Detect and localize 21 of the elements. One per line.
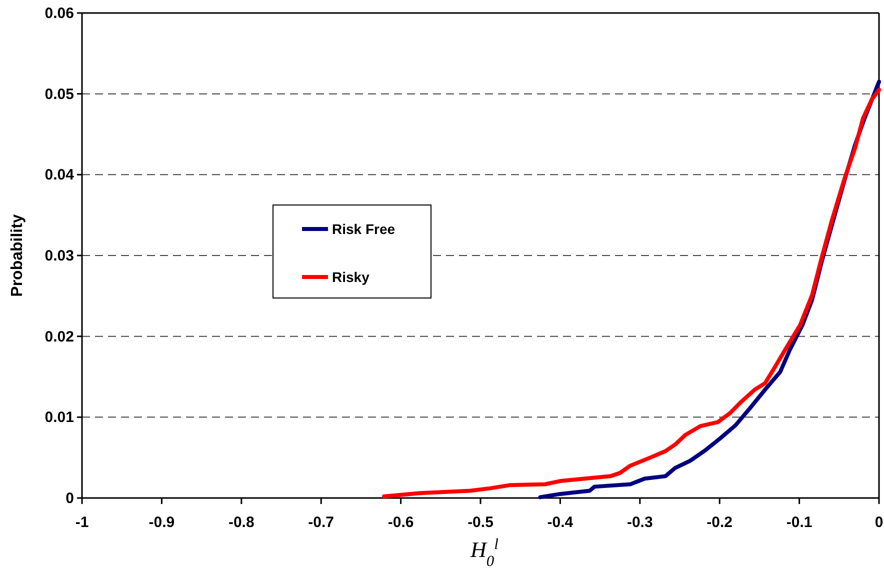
x-tick-label: -0.8: [228, 514, 254, 531]
x-tick-label: -0.1: [786, 514, 812, 531]
legend-label: Risky: [332, 269, 370, 285]
y-tick-label: 0.04: [44, 166, 75, 184]
y-tick-label: 0.03: [44, 248, 74, 264]
x-tick-label: 0: [874, 514, 884, 531]
y-tick-label: 0.01: [44, 409, 74, 426]
x-tick-label: -1: [75, 514, 89, 531]
y-tick-label: 0: [66, 490, 74, 507]
x-tick-label: -0.7: [308, 514, 334, 531]
x-tick-label: -0.9: [148, 514, 175, 531]
y-tick-label: 0.05: [44, 86, 74, 103]
y-tick-label: 0.06: [44, 5, 74, 22]
y-tick-label: 0.02: [44, 328, 74, 346]
x-tick-label: -0.4: [547, 514, 574, 531]
x-tick-label: -0.6: [388, 514, 414, 531]
legend-label: Risk Free: [332, 221, 396, 237]
x-tick-label: -0.5: [468, 514, 494, 531]
x-tick-label: -0.3: [626, 514, 653, 531]
y-axis-title: Probability: [9, 214, 26, 297]
x-tick-label: -0.2: [706, 514, 733, 531]
